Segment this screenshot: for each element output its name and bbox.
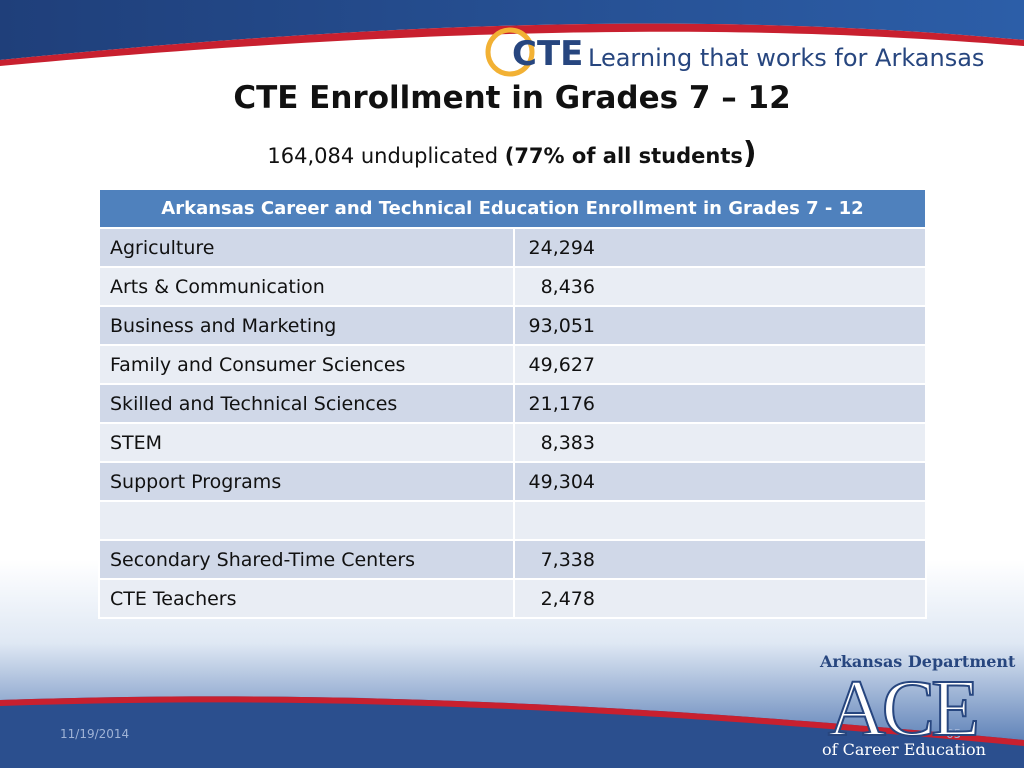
table-header: Arkansas Career and Technical Education …: [98, 188, 927, 229]
date: 11/19/2014: [60, 727, 130, 741]
cell-label: Skilled and Technical Sciences: [98, 383, 515, 424]
cell-value: 2,478: [513, 578, 927, 619]
cell-label: Arts & Communication: [98, 266, 515, 307]
cell-value: 49,627: [513, 344, 927, 385]
cell-value: 93,051: [513, 305, 927, 346]
cell-label: Family and Consumer Sciences: [98, 344, 515, 385]
cell-value: 8,436: [513, 266, 927, 307]
tagline: Learning that works for Arkansas: [588, 44, 985, 72]
table-row: CTE Teachers 2,478: [98, 578, 927, 619]
cell-label: Secondary Shared-Time Centers: [98, 539, 515, 580]
table-row: [98, 500, 927, 541]
subtitle: 164,084 unduplicated (77% of all student…: [0, 136, 1024, 171]
cell-label: Support Programs: [98, 461, 515, 502]
title: CTE Enrollment in Grades 7 – 12: [233, 80, 791, 116]
cell-empty: [513, 500, 927, 541]
cell-label: Agriculture: [98, 227, 515, 268]
cell-value: 8,383: [513, 422, 927, 463]
page-number: 65: [946, 727, 962, 741]
cell-value: 49,304: [513, 461, 927, 502]
table-row: Skilled and Technical Sciences 21,176: [98, 383, 927, 424]
cell-label: Business and Marketing: [98, 305, 515, 346]
table-row: STEM 8,383: [98, 422, 927, 463]
cell-label: STEM: [98, 422, 515, 463]
ace-bottom: of Career Education: [822, 740, 986, 759]
table-row: Support Programs 49,304: [98, 461, 927, 502]
subtitle-bold: (77% of all students: [504, 144, 743, 168]
cell-value: 21,176: [513, 383, 927, 424]
ace-mark: ACE: [827, 664, 981, 754]
subtitle-close: ): [742, 136, 757, 171]
table: Arkansas Career and Technical Education …: [98, 188, 927, 619]
table-row: Arts & Communication 8,436: [98, 266, 927, 307]
table-row: Secondary Shared-Time Centers 7,338: [98, 539, 927, 580]
cell-value: 24,294: [513, 227, 927, 268]
subtitle-plain: 164,084 unduplicated: [267, 144, 499, 168]
table-row: Agriculture 24,294: [98, 227, 927, 268]
table-row: Business and Marketing 93,051: [98, 305, 927, 346]
cell-label: CTE Teachers: [98, 578, 515, 619]
ace-top: Arkansas Department: [820, 652, 1016, 671]
cell-value: 7,338: [513, 539, 927, 580]
cte-logo: CTE: [512, 34, 584, 74]
cell-empty: [98, 500, 515, 541]
table-row: Family and Consumer Sciences 49,627: [98, 344, 927, 385]
